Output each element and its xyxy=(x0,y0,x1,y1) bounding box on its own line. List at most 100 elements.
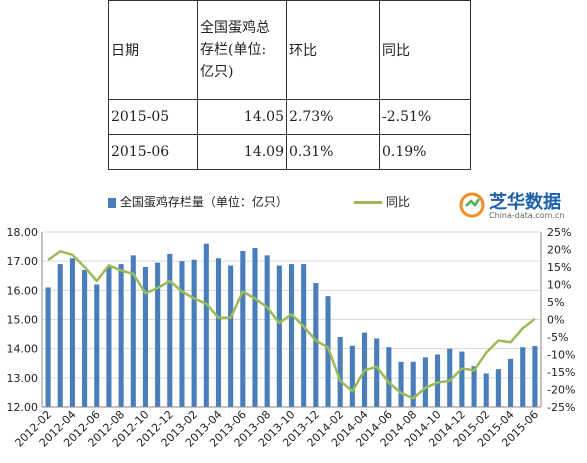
bar xyxy=(422,357,428,407)
header-mom: 环比 xyxy=(286,0,380,100)
bar xyxy=(459,351,465,407)
x-tick-label: 2013-12 xyxy=(280,408,322,450)
legend-line-label: 同比 xyxy=(385,195,410,209)
x-tick-label: 2014-12 xyxy=(426,408,468,450)
bar xyxy=(532,346,538,407)
cell-stock: 14.09 xyxy=(197,134,287,170)
y-left-tick-label: 17.00 xyxy=(7,255,39,268)
bar xyxy=(483,373,489,407)
x-tick-label: 2015-06 xyxy=(499,408,541,450)
x-tick-label: 2013-04 xyxy=(183,408,225,450)
x-tick-label: 2013-02 xyxy=(159,408,201,450)
x-tick-label: 2014-10 xyxy=(402,408,444,450)
bar xyxy=(45,287,51,407)
legend-line-item: 同比 xyxy=(354,193,410,210)
y-right-tick-label: 5% xyxy=(547,296,564,309)
bar xyxy=(82,269,88,407)
table-header-row: 日期 全国蛋鸡总 存栏(单位: 亿只) 环比 同比 xyxy=(108,0,471,100)
bar xyxy=(337,337,343,407)
bar xyxy=(252,248,258,407)
bar xyxy=(410,361,416,407)
y-right-tick-label: -15% xyxy=(547,366,575,379)
bar xyxy=(520,347,526,407)
bar xyxy=(240,250,246,407)
bar xyxy=(94,284,100,407)
brand-url: China-data.com.cn xyxy=(489,211,565,220)
bar xyxy=(167,253,173,407)
y-right-tick-label: 0% xyxy=(547,314,564,327)
x-tick-label: 2012-06 xyxy=(61,408,103,450)
cell-date: 2015-06 xyxy=(108,134,198,170)
y-left-tick-label: 13.00 xyxy=(7,372,39,385)
bar xyxy=(276,265,282,407)
bar xyxy=(191,259,197,407)
bar xyxy=(508,358,514,407)
x-tick-label: 2013-08 xyxy=(232,408,274,450)
cell-yoy: -2.51% xyxy=(379,99,471,135)
bar xyxy=(386,347,392,407)
header-date: 日期 xyxy=(108,0,198,100)
brand-logo: 芝华数据 China-data.com.cn xyxy=(459,188,569,222)
brand-icon xyxy=(459,192,485,218)
cell-date: 2015-05 xyxy=(108,99,198,135)
y-right-tick-label: -20% xyxy=(547,384,575,397)
x-tick-label: 2012-12 xyxy=(134,408,176,450)
y-left-tick-label: 12.00 xyxy=(7,401,39,414)
brand-name: 芝华数据 xyxy=(489,192,561,213)
legend-bar-item: 全国蛋鸡存栏量（单位：亿只） xyxy=(108,193,288,210)
bar xyxy=(215,258,222,407)
bar xyxy=(155,262,161,407)
cell-mom: 0.31% xyxy=(286,134,380,170)
table-row: 2015-06 14.09 0.31% 0.19% xyxy=(108,134,471,170)
bar xyxy=(313,283,319,407)
x-tick-label: 2014-02 xyxy=(305,408,347,450)
x-tick-label: 2012-04 xyxy=(37,408,79,450)
cell-stock: 14.05 xyxy=(197,99,287,135)
y-right-tick-label: 25% xyxy=(547,226,571,239)
x-tick-label: 2014-04 xyxy=(329,408,371,450)
bar xyxy=(288,264,295,407)
bar xyxy=(142,267,149,407)
legend-bar-swatch xyxy=(108,197,116,208)
bar xyxy=(349,345,355,407)
x-tick-label: 2015-02 xyxy=(451,408,493,450)
bar xyxy=(325,296,331,407)
bar xyxy=(434,354,441,407)
cell-yoy: 0.19% xyxy=(379,134,471,170)
legend-line-swatch xyxy=(354,201,382,204)
bar xyxy=(203,243,209,407)
cell-mom: 2.73% xyxy=(286,99,380,135)
x-tick-label: 2015-04 xyxy=(475,408,517,450)
y-right-tick-label: 15% xyxy=(547,261,571,274)
bar xyxy=(447,348,453,407)
x-tick-label: 2013-10 xyxy=(256,408,298,450)
y-right-tick-label: -25% xyxy=(547,401,575,414)
bar xyxy=(179,261,185,407)
header-stock: 全国蛋鸡总 存栏(单位: 亿只) xyxy=(197,0,287,100)
x-tick-label: 2014-06 xyxy=(353,408,395,450)
x-tick-label: 2012-08 xyxy=(86,408,128,450)
bar xyxy=(398,361,404,407)
bar xyxy=(118,264,124,407)
bar xyxy=(69,258,75,407)
bar xyxy=(106,267,112,407)
legend-bar-label: 全国蛋鸡存栏量（单位：亿只） xyxy=(119,195,288,209)
x-tick-label: 2013-06 xyxy=(207,408,249,450)
y-right-tick-label: 10% xyxy=(547,279,571,292)
bar xyxy=(57,264,63,407)
x-tick-label: 2012-10 xyxy=(110,408,152,450)
x-tick-label: 2014-08 xyxy=(378,408,420,450)
bar xyxy=(361,332,368,407)
bar xyxy=(301,264,307,407)
data-table: 日期 全国蛋鸡总 存栏(单位: 亿只) 环比 同比 2015-05 14.05 … xyxy=(108,0,471,170)
bar xyxy=(228,265,234,407)
yoy-line xyxy=(47,250,536,400)
header-yoy: 同比 xyxy=(379,0,471,100)
bar xyxy=(374,338,380,407)
bar xyxy=(495,369,501,407)
x-tick-label: 2012-02 xyxy=(13,408,55,450)
table-row: 2015-05 14.05 2.73% -2.51% xyxy=(108,99,471,135)
y-left-tick-label: 14.00 xyxy=(7,343,39,356)
bar xyxy=(264,255,270,407)
y-left-tick-label: 16.00 xyxy=(7,284,39,297)
